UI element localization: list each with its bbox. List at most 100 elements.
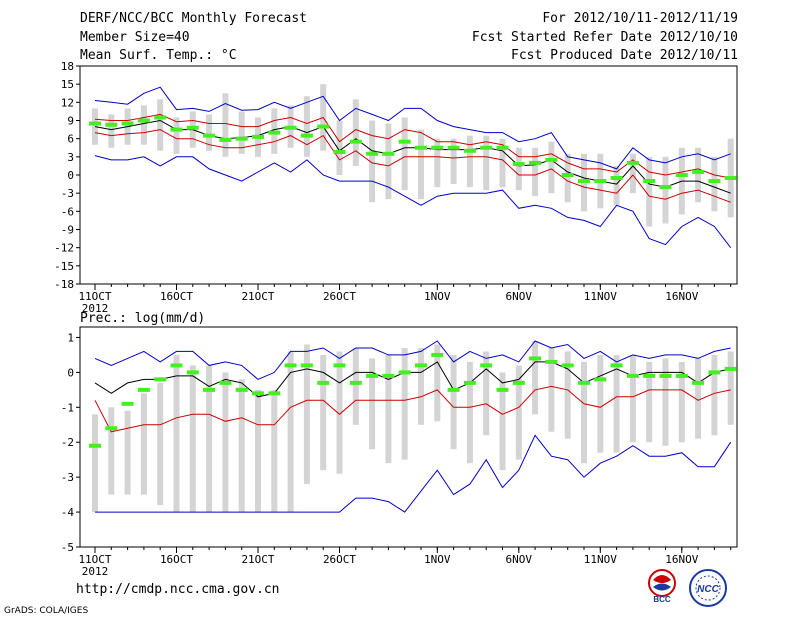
prec-median-mark-31 — [594, 377, 607, 382]
prec-median-mark-33 — [626, 373, 639, 378]
prec-median-mark-37 — [692, 380, 705, 385]
prec-median-mark-29 — [561, 363, 574, 368]
prec-median-mark-20 — [415, 363, 427, 368]
temp-xtick-label: 26OCT — [323, 290, 356, 303]
prec-xtick-label: 1NOV — [424, 553, 451, 566]
temp-median-mark-4 — [154, 115, 167, 120]
prec-median-mark-28 — [545, 359, 558, 364]
prec-spread-box-35 — [662, 358, 669, 446]
forecast-produced-date: Fcst Produced Date 2012/10/11 — [511, 48, 738, 63]
prec-spread-box-17 — [369, 358, 376, 450]
prec-spread-box-19 — [401, 347, 408, 460]
temp-median-mark-30 — [578, 179, 590, 184]
prec-spread-box-20 — [418, 347, 424, 425]
temperature-panel: -18 -15 -12 -9 -6 -3 0 3 6 9 12 15 18 11OCT 16OCT 21OCT… — [54, 60, 738, 315]
temp-spread-box-21 — [434, 138, 441, 188]
forecast-range: For 2012/10/11-2012/11/19 — [542, 11, 738, 26]
temp-spread-box-37 — [695, 147, 702, 203]
temp-median-mark-20 — [415, 145, 427, 150]
prec-spread-box-15 — [336, 351, 343, 474]
temp-median-mark-7 — [203, 133, 216, 138]
temp-spread-box-25 — [499, 138, 506, 188]
prec-ytick-label: -2 — [61, 436, 74, 449]
temp-ytick-label: 6 — [67, 133, 74, 146]
temp-spread-box-29 — [564, 153, 571, 203]
prec-median-mark-6 — [186, 370, 199, 375]
temp-spread-box-9 — [238, 111, 245, 154]
prec-median-mark-5 — [170, 363, 183, 368]
prec-median-mark-39 — [724, 366, 737, 371]
temp-spread-box-19 — [401, 117, 408, 191]
temp-spread-box-27 — [532, 147, 539, 197]
temp-spread-box-4 — [157, 99, 164, 151]
temp-median-mark-27 — [529, 160, 542, 165]
temp-median-mark-31 — [594, 179, 607, 184]
temp-ytick-label: 12 — [61, 96, 74, 109]
prec-median-mark-1 — [105, 426, 118, 431]
prec-min-line — [95, 434, 732, 513]
prec-median-mark-27 — [529, 356, 542, 361]
member-size: Member Size=40 — [80, 30, 190, 45]
prec-spread-box-8 — [222, 372, 229, 513]
prec-median-mark-4 — [154, 377, 167, 382]
temp-spread-box-13 — [303, 96, 310, 157]
prec-spread-box-5 — [173, 354, 180, 513]
temp-ytick-label: 3 — [67, 151, 74, 164]
temp-spread-box-38 — [711, 156, 718, 212]
prec-spread-box-36 — [678, 361, 685, 443]
prec-median-mark-30 — [578, 380, 590, 385]
prec-spread-box-39 — [727, 351, 734, 425]
prec-median-mark-25 — [496, 387, 509, 392]
temp-ytick-label: -3 — [61, 187, 74, 200]
prec-median-mark-19 — [398, 370, 411, 375]
prec-xtick-label: 6NOV — [506, 553, 533, 566]
temp-min-line — [94, 155, 732, 249]
temp-median-mark-5 — [170, 127, 183, 132]
prec-median-mark-22 — [447, 387, 460, 392]
prec-spread-box-27 — [532, 340, 539, 415]
temp-xtick-label: 11OCT — [78, 290, 111, 303]
temp-median-mark-37 — [692, 169, 705, 174]
prec-median-mark-14 — [317, 380, 330, 385]
prec-median-mark-38 — [708, 370, 721, 375]
prec-spread-box-14 — [320, 354, 327, 471]
prec-xtick-label: 11NOV — [584, 553, 617, 566]
temp-spread-box-5 — [173, 117, 180, 154]
temp-xtick-label: 16NOV — [665, 290, 698, 303]
temp-upper-line — [94, 113, 731, 179]
ncc-logo-text: NCC — [697, 584, 719, 595]
prec-ytick-label: 1 — [67, 331, 74, 344]
ncc-logo: NCC — [689, 569, 727, 607]
temp-median-mark-8 — [219, 137, 232, 142]
prec-median-mark-23 — [463, 380, 476, 385]
prec-median-mark-32 — [610, 363, 623, 368]
temp-median-mark-9 — [235, 136, 248, 141]
temp-spread-box-7 — [206, 114, 213, 151]
prec-mean-line — [94, 361, 731, 398]
temp-ytick-label: -6 — [61, 205, 74, 218]
temp-median-mark-12 — [284, 125, 297, 130]
prec-ytick-label: -3 — [61, 471, 74, 484]
temp-xtick-label: 1NOV — [424, 290, 451, 303]
bcc-logo-text: BCC — [653, 595, 671, 604]
temp-median-mark-19 — [398, 139, 411, 144]
source-url[interactable]: http://cmdp.ncc.cma.gov.cn — [76, 582, 280, 597]
prec-spread-box-23 — [466, 361, 473, 464]
prec-median-mark-13 — [300, 363, 313, 368]
temp-max-line — [94, 86, 731, 170]
prec-median-mark-36 — [675, 373, 688, 378]
temp-ytick-label: -12 — [54, 242, 74, 255]
prec-spread-box-29 — [564, 351, 571, 439]
temp-spread-box-16 — [352, 99, 359, 166]
prec-median-mark-0 — [89, 443, 101, 448]
variable-label: Mean Surf. Temp.: °C — [80, 48, 237, 63]
temp-median-mark-16 — [349, 139, 362, 144]
prec-spread-box-28 — [548, 347, 555, 432]
prec-spread-box-18 — [385, 354, 392, 464]
temp-median-mark-1 — [105, 122, 118, 127]
prec-xtick-label: 26OCT — [323, 553, 356, 566]
prec-spread-box-34 — [646, 361, 653, 443]
prec-median-mark-18 — [382, 373, 395, 378]
prec-spread-box-2 — [124, 410, 131, 495]
